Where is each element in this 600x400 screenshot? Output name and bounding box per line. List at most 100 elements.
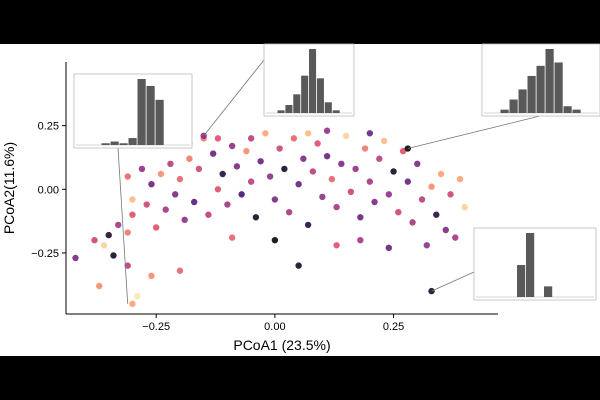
scatter-point — [167, 160, 174, 168]
scatter-point — [91, 236, 98, 244]
scatter-point — [233, 163, 241, 170]
scatter-point — [433, 211, 440, 218]
insets-layer — [73, 43, 600, 301]
inset-bar — [324, 102, 332, 113]
scatter-point — [257, 158, 264, 165]
inset-bar — [554, 62, 563, 113]
scatter-point — [143, 201, 150, 208]
scatter-point — [276, 145, 283, 152]
y-tick-label: −0.25 — [31, 248, 59, 260]
scatter-point — [205, 211, 212, 218]
scatter-point — [176, 267, 184, 274]
scatter-point — [72, 254, 79, 262]
inset-connector — [203, 59, 265, 137]
scatter-point — [295, 262, 302, 269]
scatter-point — [295, 180, 302, 188]
scatter-point — [409, 219, 416, 226]
scatter-point — [186, 155, 193, 162]
inset-bar — [155, 99, 164, 145]
scatter-point — [447, 191, 454, 198]
scatter-point — [252, 214, 260, 221]
inset-bar — [110, 141, 119, 145]
scatter-point — [423, 242, 430, 249]
scatter-point — [366, 130, 374, 137]
inset-bar — [332, 110, 340, 113]
scatter-point — [314, 140, 321, 147]
scatter-point — [461, 203, 468, 211]
inset-bar — [572, 109, 581, 113]
scatter-point — [224, 201, 231, 208]
scatter-point — [323, 152, 331, 160]
scatter-point — [195, 165, 203, 173]
scatter-point — [124, 229, 131, 236]
inset-top-center — [263, 43, 355, 117]
scatter-point — [366, 178, 374, 185]
scatter-point — [134, 292, 141, 300]
scatter-point — [148, 180, 155, 188]
scatter-point — [300, 155, 307, 162]
scatter-point — [190, 198, 198, 206]
connectors-layer — [117, 59, 541, 304]
inset-bar — [517, 265, 526, 297]
scatter-point — [442, 226, 449, 234]
scatter-point — [376, 155, 383, 162]
scatter-point — [347, 188, 355, 196]
scatter-point — [238, 191, 245, 198]
inset-connector — [407, 115, 541, 149]
scatter-point — [385, 191, 393, 198]
points-layer — [72, 127, 468, 308]
scatter-point — [309, 168, 317, 175]
inset-bar — [285, 105, 293, 113]
scatter-point — [266, 173, 274, 180]
scatter-point — [290, 135, 298, 142]
x-tick-label: 0.00 — [264, 321, 285, 333]
scatter-point — [247, 178, 255, 185]
scatter-point — [333, 203, 340, 211]
scatter-point — [138, 165, 146, 173]
scatter-point — [214, 135, 222, 142]
scatter-point — [243, 147, 250, 155]
y-ticks: −0.25 0.00 0.25 — [31, 121, 66, 260]
inset-connector — [117, 147, 129, 304]
scatter-point — [100, 242, 108, 249]
scatter-point — [262, 130, 269, 137]
inset-bar — [509, 99, 518, 113]
scatter-point — [285, 208, 293, 216]
inset-bar — [137, 79, 146, 145]
inset-frame — [473, 227, 597, 301]
inset-bar — [563, 106, 572, 113]
scatter-point — [228, 234, 236, 241]
scatter-point — [129, 300, 136, 308]
scatter-point — [414, 160, 421, 168]
x-tick-label: −0.25 — [142, 321, 170, 333]
scatter-point — [428, 183, 435, 190]
scatter-point — [110, 252, 117, 259]
scatter-point — [319, 193, 326, 201]
scatter-point — [456, 175, 464, 183]
scatter-point — [342, 132, 350, 140]
x-tick-label: 0.25 — [383, 321, 404, 333]
y-axis-title: PCoA2(11.6%) — [1, 142, 17, 234]
scatter-point — [124, 262, 131, 269]
scatter-point — [209, 150, 217, 157]
inset-bar — [309, 49, 317, 113]
scatter-point — [328, 175, 336, 183]
inset-bar — [527, 75, 536, 113]
inset-top-right — [481, 43, 600, 117]
scatter-point — [371, 198, 378, 206]
inset-bar — [526, 233, 535, 297]
scatter-point — [281, 165, 288, 173]
scatter-point — [437, 170, 445, 178]
x-ticks: −0.25 0.00 0.25 — [142, 314, 404, 333]
scatter-point — [352, 165, 359, 173]
scatter-point — [181, 216, 188, 224]
scatter-point — [271, 196, 279, 203]
scatter-point — [96, 282, 103, 290]
scatter-point — [357, 214, 364, 221]
inset-bar — [500, 109, 509, 113]
inset-bar — [316, 78, 324, 113]
scatter-point — [129, 196, 136, 203]
inset-right — [473, 227, 597, 301]
